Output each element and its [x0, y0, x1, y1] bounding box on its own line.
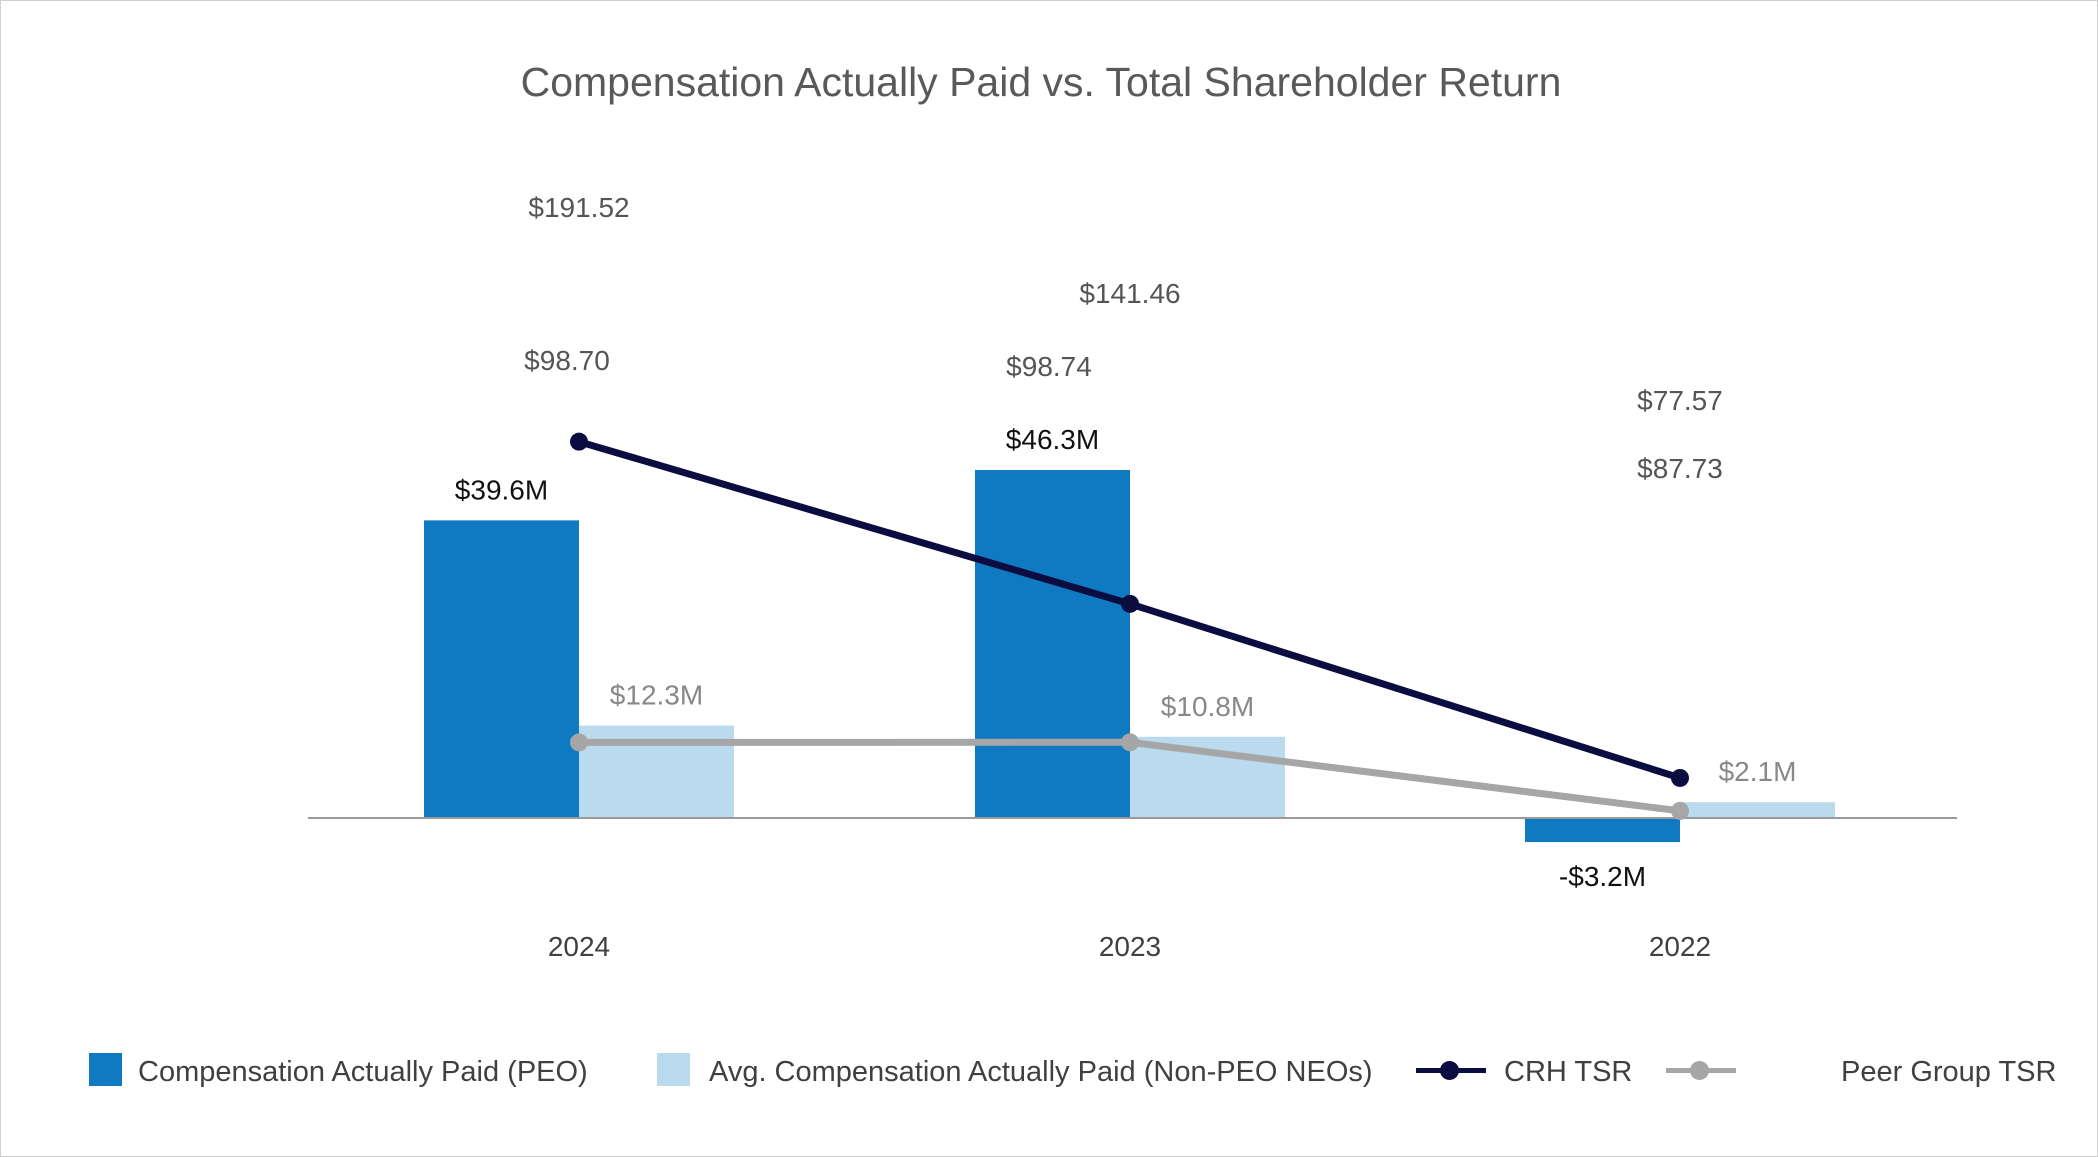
line-label-crh-tsr-2024: $191.52	[528, 192, 629, 223]
legend-swatch-non-peo	[657, 1053, 690, 1086]
line-label-peer-tsr-2022: $77.57	[1637, 385, 1723, 416]
chart-title: Compensation Actually Paid vs. Total Sha…	[520, 59, 1562, 105]
point-peer-tsr-2024	[570, 733, 588, 752]
bar-peo-2022	[1525, 818, 1680, 843]
point-peer-tsr-2023	[1121, 733, 1139, 752]
line-label-peer-tsr-2023: $98.74	[1006, 351, 1092, 382]
legend-dot-crh-tsr	[1440, 1061, 1459, 1080]
legend-swatch-peo	[89, 1053, 122, 1086]
point-crh-tsr-2024	[570, 432, 588, 451]
legend-label-peer-tsr: Peer Group TSR	[1841, 1056, 2057, 1088]
legend-dot-peer-tsr	[1690, 1061, 1709, 1080]
point-peer-tsr-2022	[1671, 801, 1689, 820]
legend-label-peo: Compensation Actually Paid (PEO)	[138, 1056, 588, 1088]
bar-label-non-peo-2023: $10.8M	[1161, 691, 1254, 722]
bar-peo-2024	[424, 520, 579, 818]
bar-label-non-peo-2024: $12.3M	[610, 680, 703, 711]
legend-label-non-peo: Avg. Compensation Actually Paid (Non-PEO…	[709, 1056, 1373, 1088]
line-label-crh-tsr-2022: $87.73	[1637, 453, 1723, 484]
x-tick-label-2023: 2023	[1099, 931, 1161, 962]
bar-label-peo-2024: $39.6M	[455, 474, 548, 505]
line-label-crh-tsr-2023: $141.46	[1079, 278, 1180, 309]
bar-label-peo-2022: -$3.2M	[1559, 861, 1646, 892]
bar-peo-2023	[975, 470, 1130, 818]
bar-label-peo-2023: $46.3M	[1006, 424, 1099, 455]
point-crh-tsr-2023	[1121, 594, 1139, 613]
bar-label-non-peo-2022: $2.1M	[1719, 756, 1797, 787]
legend-label-crh-tsr: CRH TSR	[1504, 1056, 1633, 1088]
point-crh-tsr-2022	[1671, 768, 1689, 787]
x-tick-label-2022: 2022	[1649, 931, 1711, 962]
line-label-peer-tsr-2024: $98.70	[524, 345, 610, 376]
bar-non-peo-2022	[1680, 802, 1835, 818]
x-tick-label-2024: 2024	[548, 931, 610, 962]
